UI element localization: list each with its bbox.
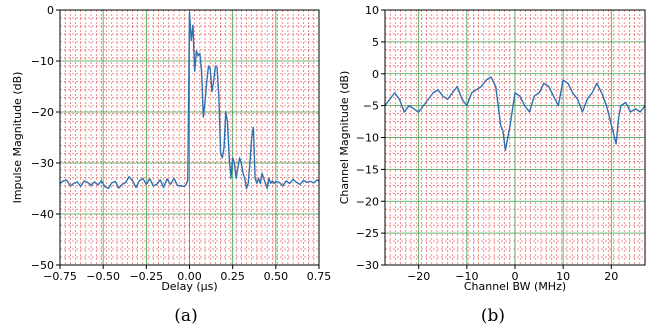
y-tick-label: −5: [363, 100, 379, 113]
y-tick-label: 0: [372, 68, 379, 81]
x-tick-label: −10: [455, 270, 478, 283]
y-tick-label: −25: [356, 227, 379, 240]
y-tick-label: −15: [356, 163, 379, 176]
y-tick-label: −10: [356, 132, 379, 145]
subfigure-caption: (a): [174, 306, 197, 326]
grid: [385, 9, 645, 266]
x-tick-label: 0.25: [220, 270, 245, 283]
plot-a: −0.75 −0.50 −0.25 0.00 0.25 0.50 0.75 0 −10 −20 −3…: [11, 4, 331, 326]
x-tick-label: −0.50: [86, 270, 120, 283]
y-tick-label: −50: [31, 259, 54, 272]
y-axis-label: Channel Magnitude (dB): [338, 71, 351, 205]
y-tick-label: −20: [31, 106, 54, 119]
y-tick-label: 10: [365, 4, 379, 17]
y-tick-label: 5: [372, 36, 379, 49]
x-tick-label: 20: [604, 270, 618, 283]
y-tick-label: −10: [31, 55, 54, 68]
y-tick-label: −30: [31, 157, 54, 170]
x-axis-label: Delay (µs): [161, 280, 217, 293]
y-tick-label: −20: [356, 195, 379, 208]
y-tick-label: 0: [47, 4, 54, 17]
y-axis-label: Impulse Magnitude (dB): [11, 72, 24, 204]
plot-b: −20 −10 0 10 20 10 5 0 −5 −10 −15 −20 −25 −30 Channel …: [338, 4, 646, 326]
x-tick-label: −0.25: [129, 270, 163, 283]
x-tick-label: −0.75: [43, 270, 77, 283]
y-tick-label: −30: [356, 259, 379, 272]
subfigure-caption: (b): [481, 306, 505, 326]
x-tick-label: 10: [556, 270, 570, 283]
series-line: [384, 76, 646, 151]
x-tick-label: 0: [512, 270, 519, 283]
series-line: [59, 11, 320, 190]
x-tick-label: 0.50: [264, 270, 289, 283]
x-tick-label: 0.00: [177, 270, 202, 283]
x-tick-label: 0.75: [307, 270, 332, 283]
y-tick-label: −40: [31, 208, 54, 221]
x-axis-label: Channel BW (MHz): [464, 280, 566, 293]
x-tick-label: −20: [407, 270, 430, 283]
